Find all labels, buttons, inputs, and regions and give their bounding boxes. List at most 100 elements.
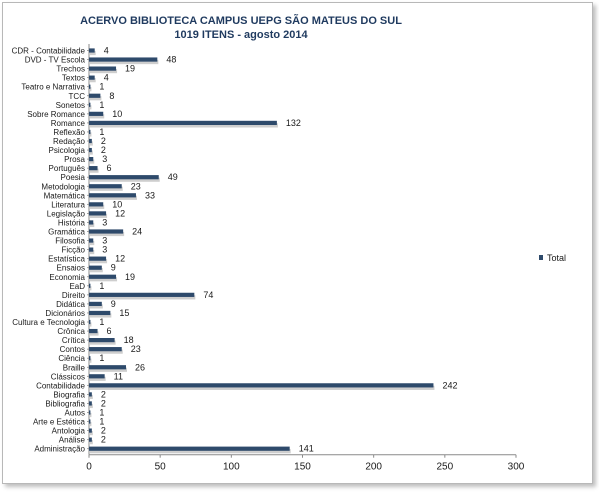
bar <box>89 446 290 451</box>
data-label: 23 <box>131 181 141 191</box>
category-label: História <box>58 218 86 227</box>
data-label: 141 <box>299 444 314 454</box>
data-label: 6 <box>107 163 112 173</box>
bar <box>89 120 277 125</box>
category-label: Psicologia <box>49 146 86 155</box>
category-label: Cultura e Tecnologia <box>12 318 85 327</box>
bar <box>89 66 117 71</box>
bar <box>89 265 102 270</box>
data-label: 1 <box>99 281 104 291</box>
category-label: Biografia <box>53 390 85 399</box>
bar <box>89 238 94 243</box>
category-label: Dicionários <box>45 309 85 318</box>
data-label: 10 <box>112 199 122 209</box>
data-label: 49 <box>168 172 178 182</box>
bar-shadow <box>90 349 123 354</box>
plot-area: 0 50 100 150 200 250 300 CDR - Contabilidade 4 DV… <box>12 44 525 473</box>
bar <box>89 328 98 334</box>
bar <box>89 428 92 433</box>
category-label: EaD <box>69 282 85 291</box>
category-label: Estatística <box>48 255 85 264</box>
bar <box>89 283 91 288</box>
bar-shadow <box>90 150 93 155</box>
category-label: Poesia <box>61 173 86 182</box>
x-tick-label: 100 <box>223 462 240 473</box>
category-label: Metodologia <box>41 182 85 191</box>
data-label: 6 <box>107 326 112 336</box>
bar <box>89 147 92 153</box>
category-label: Contabilidade <box>36 381 85 390</box>
category-label: Bibliografia <box>45 399 85 408</box>
category-label: Ciência <box>58 354 85 363</box>
data-label: 1 <box>99 82 104 92</box>
data-label: 24 <box>132 227 142 237</box>
bar <box>89 166 98 171</box>
bar <box>89 138 92 144</box>
data-label: 1 <box>99 408 104 418</box>
bar-shadow <box>90 240 95 246</box>
bar-shadow <box>90 123 278 128</box>
category-label: Crônica <box>57 327 85 336</box>
bar-shadow <box>90 114 105 119</box>
bar-shadow <box>90 177 160 182</box>
bar-shadow <box>90 59 159 65</box>
bar-shadow <box>90 259 108 264</box>
bar-shadow <box>90 304 103 309</box>
bar <box>89 256 107 261</box>
data-label: 12 <box>115 254 125 264</box>
bar-shadow <box>90 105 92 110</box>
bar-shadow <box>90 412 92 418</box>
bar-shadow <box>90 431 93 436</box>
bar-shadow <box>90 204 105 209</box>
bar-shadow <box>90 403 93 409</box>
bar-shadow <box>90 69 118 74</box>
bar-shadow <box>90 340 116 345</box>
bar <box>89 93 101 98</box>
data-label: 1 <box>99 353 104 363</box>
bar <box>89 419 91 424</box>
x-tick-label: 150 <box>294 462 311 473</box>
bar-shadow <box>90 132 92 137</box>
bar <box>89 437 92 442</box>
data-label: 4 <box>104 73 109 83</box>
category-label: Prosa <box>64 155 85 164</box>
bar-chart: ACERVO BIBLIOTECA CAMPUS UEPG SÃO MATEUS… <box>12 14 566 473</box>
bar-shadow <box>90 449 291 454</box>
bar-shadow <box>90 213 108 218</box>
bar-shadow <box>90 277 118 282</box>
bar <box>89 220 94 225</box>
bar-shadow <box>90 440 93 445</box>
category-label: Clássicos <box>51 372 85 381</box>
data-label: 132 <box>286 118 301 128</box>
data-label: 3 <box>102 217 107 227</box>
bar-shadow <box>90 268 103 273</box>
bar <box>89 301 102 306</box>
bar <box>89 274 117 279</box>
bar <box>89 383 434 388</box>
bar <box>89 84 91 89</box>
bar-shadow <box>90 286 92 291</box>
category-label: Economia <box>49 273 85 282</box>
data-label: 33 <box>145 190 155 200</box>
bar-shadow <box>90 421 92 427</box>
data-label: 1 <box>99 100 104 110</box>
data-label: 1 <box>99 317 104 327</box>
category-label: Crítica <box>62 336 86 345</box>
bar-shadow <box>90 376 106 381</box>
x-tick-label: 200 <box>365 462 382 473</box>
bar-shadow <box>90 78 96 83</box>
category-label: Filosofia <box>55 237 85 246</box>
category-label: Trechos <box>56 65 85 74</box>
category-label: Administração <box>34 445 85 454</box>
data-label: 3 <box>102 236 107 246</box>
category-label: Didática <box>56 300 85 309</box>
data-label: 3 <box>102 245 107 255</box>
category-label: Teatro e Narrativa <box>21 83 85 92</box>
category-label: Ficção <box>61 246 85 255</box>
data-label: 15 <box>119 308 129 318</box>
bar-shadow <box>90 222 95 228</box>
category-label: Português <box>49 164 85 173</box>
bar-shadow <box>90 168 99 173</box>
bar <box>89 184 122 189</box>
legend: Total <box>539 253 566 263</box>
